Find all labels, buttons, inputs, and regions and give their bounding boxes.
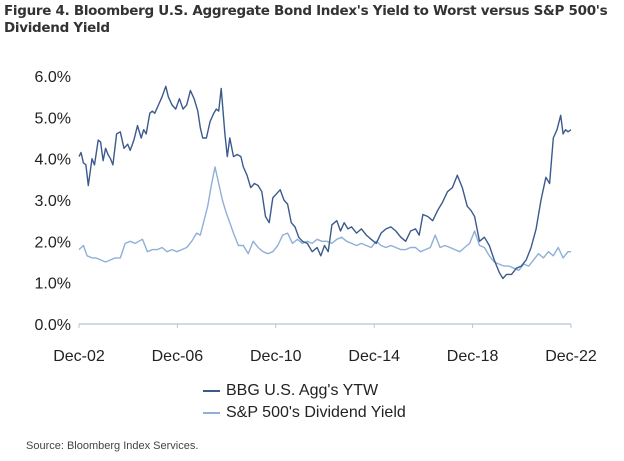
series-line-sp500-dividend-yield xyxy=(78,166,571,271)
y-tick-label: 5.0% xyxy=(35,110,71,127)
chart-title: Figure 4. Bloomberg U.S. Aggregate Bond … xyxy=(4,3,608,36)
x-tick-label: Dec-22 xyxy=(545,348,597,365)
legend-swatch xyxy=(203,390,220,392)
line-chart: 0.0%1.0%2.0%3.0%4.0%5.0%6.0% Dec-02 Dec-0… xyxy=(35,69,597,365)
x-tick-label: Dec-18 xyxy=(447,348,499,365)
y-tick-label: 0.0% xyxy=(35,317,71,334)
y-tick-label: 3.0% xyxy=(35,193,71,210)
legend: BBG U.S. Agg's YTW S&P 500's Dividend Yi… xyxy=(203,380,406,424)
x-axis-ticks: Dec-02 Dec-06 Dec-10 Dec-14 Dec-18 Dec-22 xyxy=(53,348,597,365)
y-tick-label: 2.0% xyxy=(35,234,71,251)
x-tick-label: Dec-14 xyxy=(348,348,400,365)
series-line-agg-ytw xyxy=(78,85,572,280)
x-tick-label: Dec-06 xyxy=(152,348,204,365)
y-tick-label: 4.0% xyxy=(35,152,71,169)
series-lines xyxy=(78,85,572,280)
x-axis xyxy=(78,323,572,328)
legend-item-sp500-dividend-yield: S&P 500's Dividend Yield xyxy=(203,402,406,424)
legend-item-agg-ytw: BBG U.S. Agg's YTW xyxy=(203,380,406,402)
legend-label: BBG U.S. Agg's YTW xyxy=(226,382,379,399)
x-tick-label: Dec-10 xyxy=(250,348,302,365)
x-tick-label: Dec-02 xyxy=(53,348,105,365)
y-tick-label: 1.0% xyxy=(35,276,71,293)
y-axis-ticks: 0.0% 1.0% 2.0% 3.0% 4.0% 5.0% 6.0% xyxy=(35,69,71,334)
y-tick-label: 6.0% xyxy=(35,69,71,86)
source-note: Source: Bloomberg Index Services. xyxy=(26,440,199,452)
legend-swatch xyxy=(203,412,220,414)
legend-label: S&P 500's Dividend Yield xyxy=(226,404,406,421)
